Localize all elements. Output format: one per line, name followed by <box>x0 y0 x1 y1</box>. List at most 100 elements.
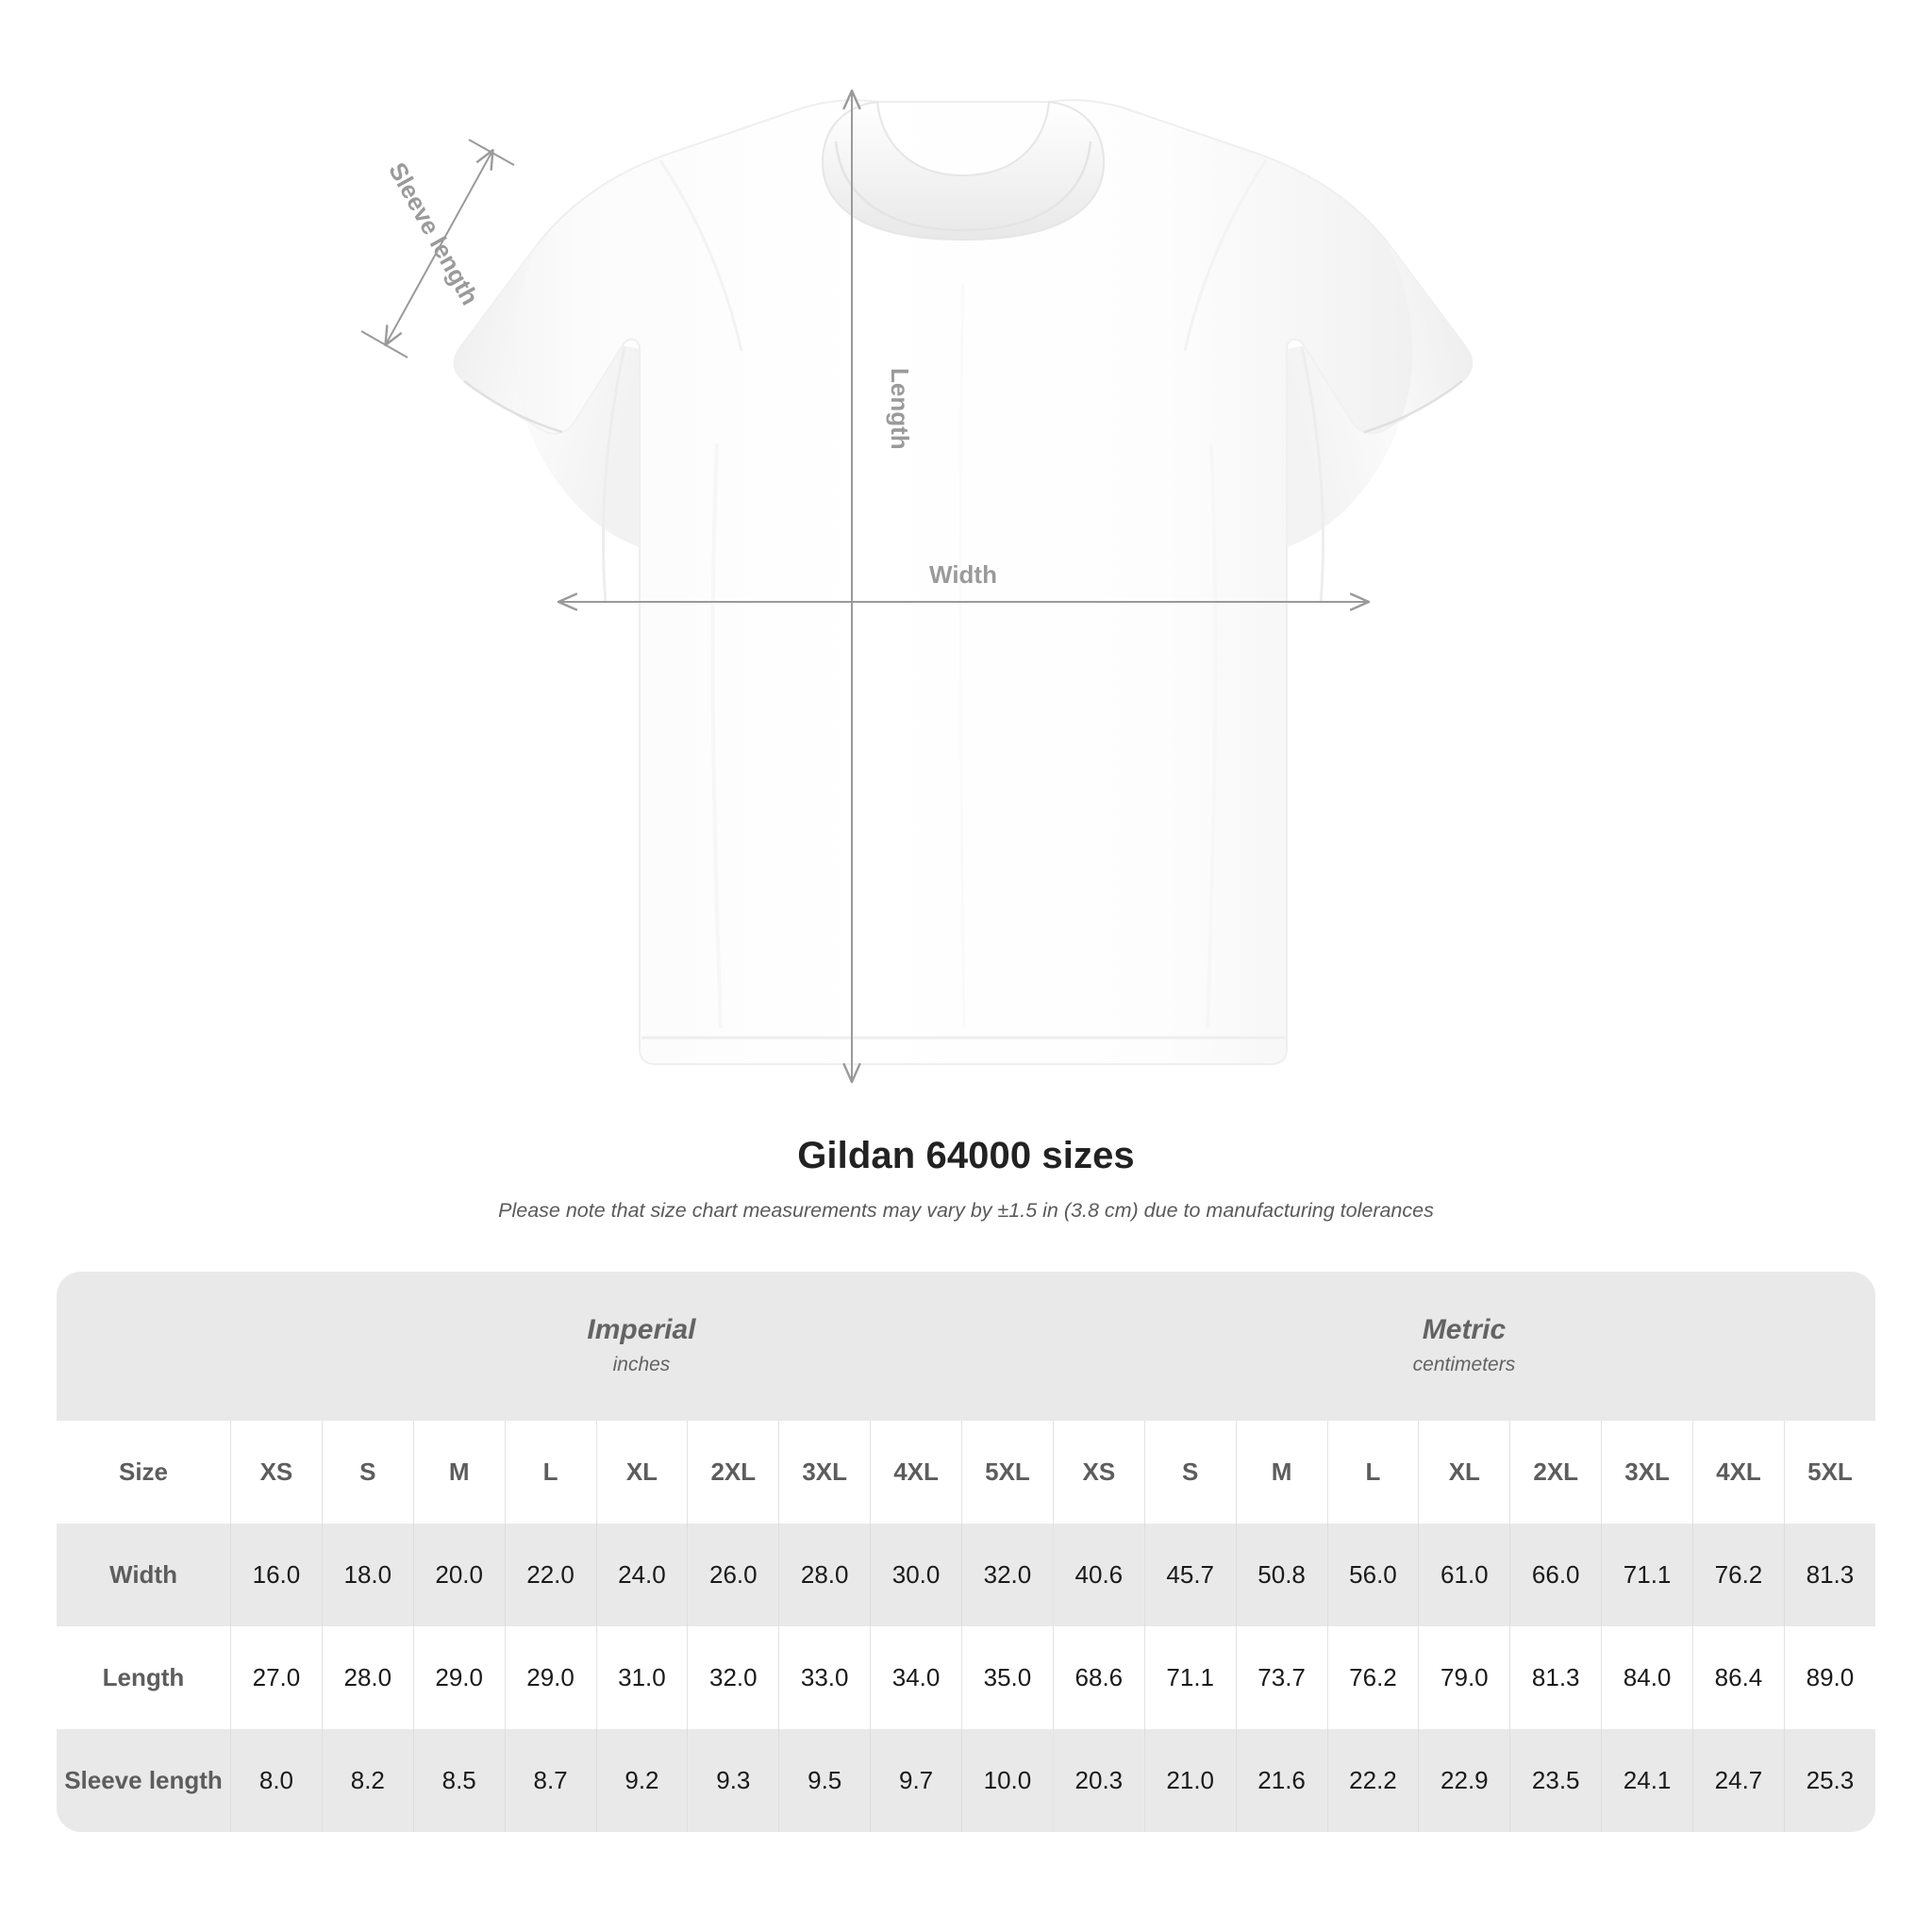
cell-length-imperial-l: 29.0 <box>504 1626 596 1729</box>
cell-length-imperial-5xl: 35.0 <box>961 1626 1053 1729</box>
unit-header-row: Imperial inches Metric centimeters <box>57 1272 1875 1421</box>
cell-width-imperial-xl: 24.0 <box>595 1524 688 1626</box>
cell-sleeve-length-imperial-5xl: 10.0 <box>961 1729 1053 1832</box>
cell-length-imperial-xs: 27.0 <box>230 1626 322 1729</box>
page-title: Gildan 64000 sizes <box>797 1135 1135 1176</box>
cell-length-metric-4xl: 86.4 <box>1692 1626 1784 1729</box>
cell-width-metric-m: 50.8 <box>1235 1524 1327 1626</box>
cell-width-metric-xs: 40.6 <box>1052 1524 1144 1626</box>
cell-length-metric-3xl: 84.0 <box>1601 1626 1693 1729</box>
cell-sleeve-length-metric-2xl: 23.5 <box>1509 1729 1602 1832</box>
metric-unit-subtitle: centimeters <box>1412 1354 1516 1375</box>
sleeve-length-measure-line <box>360 139 515 358</box>
size-header-imperial-3xl: 3XL <box>778 1421 871 1524</box>
cell-sleeve-length-imperial-2xl: 9.3 <box>687 1729 779 1832</box>
cell-sleeve-length-imperial-xl: 9.2 <box>595 1729 688 1832</box>
unit-band-spacer <box>57 1272 230 1421</box>
cell-length-metric-s: 71.1 <box>1143 1626 1236 1729</box>
size-header-metric-xl: XL <box>1418 1421 1510 1524</box>
cell-sleeve-length-imperial-3xl: 9.5 <box>778 1729 871 1832</box>
cell-width-imperial-l: 22.0 <box>504 1524 596 1626</box>
cell-sleeve-length-imperial-4xl: 9.7 <box>870 1729 961 1832</box>
size-header-metric-3xl: 3XL <box>1601 1421 1693 1524</box>
cell-sleeve-length-metric-xl: 22.9 <box>1418 1729 1510 1832</box>
cell-sleeve-length-metric-m: 21.6 <box>1235 1729 1327 1832</box>
cell-width-metric-s: 45.7 <box>1143 1524 1236 1626</box>
cell-sleeve-length-imperial-l: 8.7 <box>504 1729 596 1832</box>
size-header-metric-2xl: 2XL <box>1509 1421 1602 1524</box>
cell-width-imperial-3xl: 28.0 <box>778 1524 871 1626</box>
cell-length-imperial-4xl: 34.0 <box>870 1626 961 1729</box>
size-header-metric-4xl: 4XL <box>1692 1421 1784 1524</box>
cell-width-imperial-m: 20.0 <box>412 1524 505 1626</box>
size-header-metric-xs: XS <box>1052 1421 1144 1524</box>
cell-sleeve-length-imperial-xs: 8.0 <box>230 1729 322 1832</box>
imperial-unit-title: Imperial <box>587 1314 696 1345</box>
cell-length-metric-2xl: 81.3 <box>1509 1626 1602 1729</box>
cell-sleeve-length-metric-xs: 20.3 <box>1052 1729 1144 1832</box>
size-header-imperial-2xl: 2XL <box>687 1421 779 1524</box>
cell-width-imperial-s: 18.0 <box>321 1524 413 1626</box>
cell-width-imperial-xs: 16.0 <box>230 1524 322 1626</box>
cell-sleeve-length-imperial-m: 8.5 <box>412 1729 505 1832</box>
metric-unit-header: Metric centimeters <box>1052 1272 1875 1421</box>
size-header-metric-s: S <box>1143 1421 1236 1524</box>
cell-sleeve-length-metric-5xl: 25.3 <box>1783 1729 1875 1832</box>
metric-unit-title: Metric <box>1422 1314 1507 1345</box>
cell-sleeve-length-metric-s: 21.0 <box>1143 1729 1236 1832</box>
imperial-unit-header: Imperial inches <box>230 1272 1053 1421</box>
row-label-length: Length <box>57 1626 230 1729</box>
cell-length-imperial-2xl: 32.0 <box>687 1626 779 1729</box>
width-label: Width <box>929 560 997 589</box>
size-chart-table-container: Imperial inches Metric centimeters Size XS S M L… <box>57 1272 1875 1832</box>
cell-length-imperial-s: 28.0 <box>321 1626 413 1729</box>
size-header-imperial-xl: XL <box>595 1421 688 1524</box>
size-header-metric-5xl: 5XL <box>1783 1421 1875 1524</box>
size-header-imperial-s: S <box>321 1421 413 1524</box>
size-chart-table: Imperial inches Metric centimeters Size XS S M L… <box>57 1272 1875 1832</box>
cell-length-metric-5xl: 89.0 <box>1783 1626 1875 1729</box>
size-header-label: Size <box>57 1421 230 1524</box>
title-block: Gildan 64000 sizes Please note that size… <box>0 1132 1932 1224</box>
size-header-row: Size XS S M L XL 2XL 3XL 4XL 5XL XS S M L XL 2XL 3XL 4XL 5… <box>57 1421 1875 1524</box>
size-header-imperial-4xl: 4XL <box>870 1421 961 1524</box>
cell-width-metric-3xl: 71.1 <box>1601 1524 1693 1626</box>
size-header-imperial-l: L <box>504 1421 596 1524</box>
cell-length-metric-xl: 79.0 <box>1418 1626 1510 1729</box>
cell-length-metric-l: 76.2 <box>1326 1626 1419 1729</box>
cell-width-metric-5xl: 81.3 <box>1783 1524 1875 1626</box>
tshirt-illustration: Length Width Sleeve length <box>360 0 1474 1113</box>
cell-width-metric-4xl: 76.2 <box>1692 1524 1784 1626</box>
size-header-imperial-m: M <box>412 1421 505 1524</box>
cell-width-imperial-5xl: 32.0 <box>961 1524 1053 1626</box>
cell-width-metric-xl: 61.0 <box>1418 1524 1510 1626</box>
cell-length-metric-m: 73.7 <box>1235 1626 1327 1729</box>
row-label-width: Width <box>57 1524 230 1626</box>
cell-length-imperial-xl: 31.0 <box>595 1626 688 1729</box>
size-header-metric-m: M <box>1235 1421 1327 1524</box>
cell-width-metric-2xl: 66.0 <box>1509 1524 1602 1626</box>
table-row: Sleeve length 8.0 8.2 8.5 8.7 9.2 9.3 9.5 9.7 10.… <box>57 1729 1875 1832</box>
sleeve-length-label: Sleeve length <box>383 158 485 309</box>
size-header-imperial-5xl: 5XL <box>961 1421 1053 1524</box>
cell-sleeve-length-metric-l: 22.2 <box>1326 1729 1419 1832</box>
cell-length-metric-xs: 68.6 <box>1052 1626 1144 1729</box>
cell-width-imperial-4xl: 30.0 <box>870 1524 961 1626</box>
cell-sleeve-length-metric-4xl: 24.7 <box>1692 1729 1784 1832</box>
table-row: Width 16.0 18.0 20.0 22.0 24.0 26.0 28.0 30.0 32.… <box>57 1524 1875 1626</box>
tolerance-note: Please note that size chart measurements… <box>498 1199 1434 1222</box>
cell-sleeve-length-imperial-s: 8.2 <box>321 1729 413 1832</box>
cell-width-imperial-2xl: 26.0 <box>687 1524 779 1626</box>
tshirt-body-shape <box>453 99 1474 1065</box>
size-header-imperial-xs: XS <box>230 1421 322 1524</box>
row-label-sleeve-length: Sleeve length <box>57 1729 230 1832</box>
imperial-unit-subtitle: inches <box>612 1354 671 1375</box>
cell-sleeve-length-metric-3xl: 24.1 <box>1601 1729 1693 1832</box>
table-row: Length 27.0 28.0 29.0 29.0 31.0 32.0 33.0 34.0 35… <box>57 1626 1875 1729</box>
cell-width-metric-l: 56.0 <box>1326 1524 1419 1626</box>
tshirt-diagram: Length Width Sleeve length <box>360 0 1474 1113</box>
cell-length-imperial-m: 29.0 <box>412 1626 505 1729</box>
size-header-metric-l: L <box>1326 1421 1419 1524</box>
length-label: Length <box>886 368 914 450</box>
cell-length-imperial-3xl: 33.0 <box>778 1626 871 1729</box>
